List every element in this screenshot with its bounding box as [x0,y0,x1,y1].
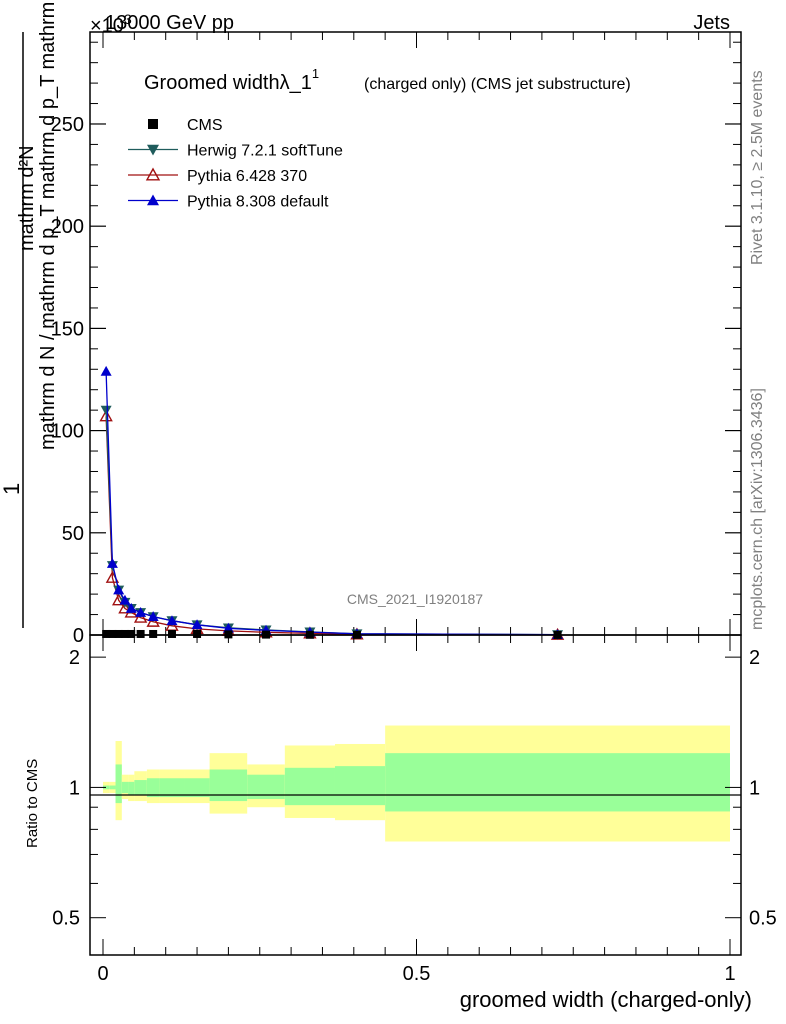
ytick-label: 200 [51,216,84,238]
legend-marker [147,194,159,206]
data-point [113,584,125,595]
data-point [133,610,148,623]
ytick-label: 250 [51,114,84,136]
series-3 [100,365,564,639]
data-point [147,611,159,622]
ratio-inner-band [385,753,730,812]
ratio-plot-frame [89,634,742,956]
main-yticks: 0 50 100 150 200 250 [51,41,741,647]
data-point [120,629,129,638]
ratio-ylabel: Ratio to CMS [24,759,41,848]
ytick-label: 50 [62,523,84,545]
header-right-label: Jets [693,12,730,34]
ratio-inner-band [146,778,160,798]
data-point [135,607,147,617]
ratio-ytick-label: 1 [69,777,80,799]
header-left-label: 13000 GeV pp [105,12,234,34]
main-series [99,365,565,641]
ytick-label: 100 [51,421,84,443]
data-point [191,619,203,630]
chart-title: Groomed widthλ_11 [144,66,319,94]
legend-label: Pythia 8.308 default [187,194,329,211]
legend-marker [148,119,158,129]
data-point [119,594,131,605]
ratio-ytick-label: 2 [69,647,80,669]
ylabel-fraction-bottom: mathrm d N / mathrm d p_T mathrm d p_T m… [37,0,59,450]
data-point [136,629,145,638]
main-ylabel: mathrm d²N mathrm d N / mathrm d p_T mat… [0,0,59,628]
ratio-inner-band [334,766,386,806]
ratio-inner-band [209,769,248,802]
data-point [222,622,234,633]
ratio-yticks: 0.5 0.5 1 1 2 2 [52,647,777,930]
mcplots-label: mcplots.cern.ch [arXiv:1306.3436] [749,388,766,630]
legend: CMS Herwig 7.2.1 softTune Pythia 6.428 370… [128,117,343,211]
legend-entry: Pythia 6.428 370 [128,167,307,185]
chart-subtitle: (charged only) (CMS jet substructure) [364,76,631,93]
ratio-inner-band [103,785,110,790]
legend-marker [145,167,161,181]
legend-entry: Pythia 8.308 default [128,194,329,211]
xtick-label: 0.5 [403,963,431,985]
legend-label: Herwig 7.2.1 softTune [187,143,343,160]
ratio-inner-band [115,764,122,804]
data-point [146,614,160,627]
data-point [127,629,136,638]
ratio-inner-band [128,781,135,796]
legend-label: Pythia 6.428 370 [187,168,307,185]
ylabel-numerator: 1 [0,483,24,495]
data-point [114,629,123,638]
data-point [193,629,202,638]
data-point [102,629,111,638]
legend-label: CMS [187,117,223,134]
xtick-label: 1 [724,963,735,985]
data-point [149,629,158,638]
data-point [166,615,178,626]
series-1 [100,405,564,641]
ratio-xticks: 0 0.5 1 [97,635,736,985]
ratio-bands [103,725,730,842]
data-point [100,405,112,416]
ylabel-fraction-top: mathrm d²N [16,145,38,251]
ytick-label: 150 [51,318,84,340]
data-point [125,602,137,613]
ratio-inner-band [134,780,147,796]
ratio-inner-band [159,778,185,798]
data-point [108,629,117,638]
ratio-inner-band [109,785,116,790]
ratio-inner-band [284,767,335,806]
legend-marker [147,144,159,156]
ratio-inner-band [184,778,210,798]
series-2 [99,409,565,640]
ratio-ytick-label-right: 0.5 [749,908,777,930]
series-line [105,416,558,636]
ytick-label: 0 [73,625,84,647]
ratio-inner-band [121,781,129,794]
ratio-ytick-label: 0.5 [52,908,80,930]
data-point [100,365,112,376]
x-axis-label: groomed width (charged-only) [460,987,752,1012]
ratio-ytick-label-right: 2 [749,647,760,669]
data-point [118,601,132,614]
legend-entry: CMS [148,117,223,134]
xtick-label: 0 [97,963,108,985]
data-point [167,629,176,638]
data-point [106,557,118,568]
rivet-label: Rivet 3.1.10, ≥ 2.5M events [749,70,766,265]
series-line [105,410,558,636]
legend-entry: Herwig 7.2.1 softTune [128,143,343,160]
ratio-ytick-label-right: 1 [749,777,760,799]
watermark: CMS_2021_I1920187 [347,591,483,607]
series-line [105,371,558,636]
